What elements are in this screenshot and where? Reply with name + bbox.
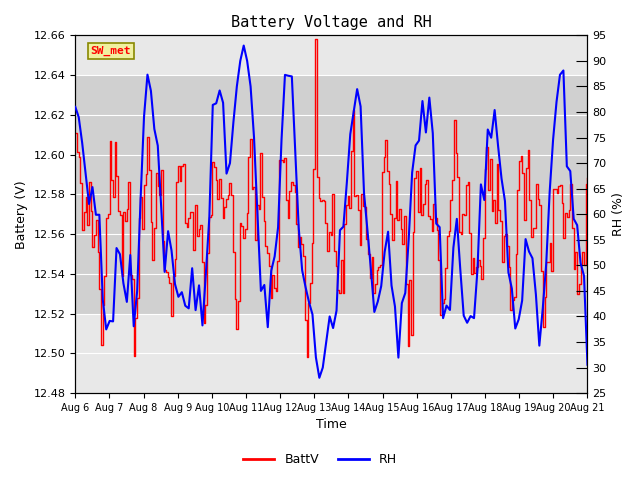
Bar xyxy=(76,75,588,313)
Text: SW_met: SW_met xyxy=(91,46,131,56)
Y-axis label: RH (%): RH (%) xyxy=(612,192,625,236)
X-axis label: Time: Time xyxy=(316,419,347,432)
Y-axis label: Battery (V): Battery (V) xyxy=(15,180,28,249)
Legend: BattV, RH: BattV, RH xyxy=(238,448,402,471)
Title: Battery Voltage and RH: Battery Voltage and RH xyxy=(231,15,432,30)
